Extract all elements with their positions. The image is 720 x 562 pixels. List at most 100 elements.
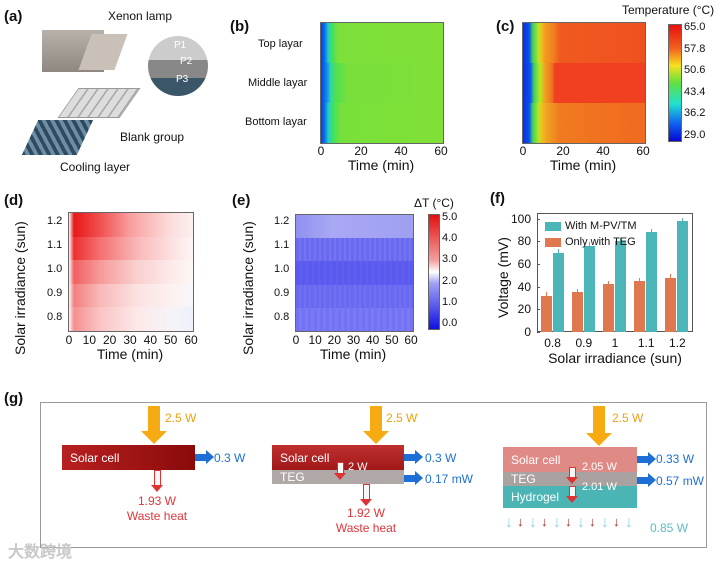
output-arrow-icon: [637, 473, 656, 487]
transfer-power-label: 2.01 W: [582, 481, 617, 493]
y-tick-label: 36.2: [684, 107, 706, 120]
heatmap-e: [295, 214, 414, 332]
output-arrow-icon: [637, 452, 656, 466]
waste-heat-label: Waste heat: [126, 509, 188, 523]
bar-teg: [603, 284, 614, 332]
cooling-layer-image: [21, 120, 94, 155]
vapor-arrow-icon: ↓: [553, 514, 561, 531]
error-bar: [620, 237, 621, 242]
error-bar: [557, 249, 559, 253]
y-tick-label: 29.0: [684, 129, 706, 141]
teg-power-label: 0.57 mW: [656, 474, 705, 488]
legend-label: With M-PV/TM: [565, 220, 637, 232]
vapor-arrow-icon: ↓: [601, 514, 609, 531]
input-power-label: 2.5 W: [612, 411, 644, 425]
x-tick-label: 10: [82, 333, 97, 347]
x-tick-label: 20: [354, 144, 368, 158]
x-tick-label: 40: [596, 144, 610, 158]
energy-flow-diagram: [40, 402, 707, 548]
y-tick-label: 60: [517, 257, 531, 271]
y-tick-label: 57.8: [684, 42, 706, 55]
y-tick-label: 0.8: [274, 311, 290, 323]
heat-arrow-icon: ↓: [589, 514, 596, 529]
y-tick-label: 0.0: [442, 317, 458, 329]
output-power-label: 0.3 W: [425, 451, 457, 465]
x-tick-label: 30: [123, 333, 137, 347]
bar-mpvtm: [615, 241, 626, 332]
y-tick-label: 3.0: [442, 253, 458, 266]
x-tick-label: 1.2: [669, 336, 686, 350]
y-tick-label: 2.0: [442, 274, 458, 287]
y-tick-label: 0: [524, 325, 531, 339]
error-bar: [588, 242, 590, 246]
output-arrow-icon: [404, 450, 423, 464]
colorbar-c: [668, 24, 682, 142]
bar-mpvtm: [646, 232, 658, 332]
vapor-arrow-icon: ↓: [625, 514, 633, 531]
y-tick-label: 0.8: [47, 311, 63, 323]
solar-cell-block: Solar cell: [62, 445, 195, 470]
y-tick-label: 50.6: [684, 64, 706, 77]
xenon-lamp-label: Xenon lamp: [108, 9, 173, 23]
teg-power-label: 0.17 mW: [425, 472, 474, 486]
waste-heat-value: 1.92 W: [346, 506, 386, 520]
evaporation-power-label: 0.85 W: [650, 521, 689, 535]
x-tick-label: 40: [365, 333, 380, 347]
legend-swatch: [545, 222, 561, 231]
y-tick-label: 43.4: [684, 85, 706, 98]
legend-swatch: [545, 238, 561, 247]
y-tick-mark: [537, 218, 540, 220]
y-tick-label: 1.0: [442, 295, 458, 308]
error-bar: [682, 217, 684, 221]
panel-e-label: (e): [232, 192, 251, 209]
vapor-arrow-icon: ↓: [577, 514, 585, 531]
x-tick-label: 20: [102, 333, 117, 347]
y-tick-label: 4.0: [442, 232, 458, 245]
panel-a-label: (a): [4, 8, 23, 25]
x-tick-label: 0: [519, 144, 527, 158]
x-tick-label: 1: [611, 336, 619, 350]
input-power-label: 2.5 W: [386, 411, 418, 425]
y-tick-label: 1.0: [274, 263, 290, 275]
x-tick-label: 60: [434, 144, 448, 158]
y-tick-mark: [537, 309, 540, 311]
colorbar-title-e: ΔT (°C): [414, 196, 454, 210]
heat-arrow-icon: [566, 486, 578, 503]
heat-arrow-icon: ↓: [517, 514, 524, 529]
legend-label: Only with TEG: [565, 236, 636, 248]
y-tick-mark: [537, 332, 540, 333]
x-tick-label: 40: [143, 333, 158, 347]
x-tick-label: 50: [163, 333, 178, 347]
x-axis-label-d: Time (min): [96, 346, 164, 362]
y-tick-mark: [537, 264, 540, 265]
y-tick-label: 1.2: [274, 215, 290, 227]
output-arrow-icon: [404, 471, 423, 485]
panel-g-label: (g): [4, 390, 24, 407]
y-tick-label: 1.2: [47, 215, 63, 227]
bar-teg: [634, 281, 646, 332]
x-axis-label-b: Time (min): [347, 157, 415, 173]
heat-arrow-icon: [334, 462, 346, 480]
waste-heat-label: Waste heat: [335, 521, 397, 535]
row-label-top: Top layar: [258, 38, 303, 50]
x-axis-label-f: Solar irradiance (sun): [548, 350, 682, 366]
y-tick-label: 1.1: [274, 239, 290, 251]
thermocouple-closeup: P1 P2 P3: [148, 36, 208, 96]
cooling-layer-label: Cooling layer: [60, 160, 131, 174]
x-tick-label: 0: [65, 333, 73, 347]
y-axis-label-d: Solar irradiance (sun): [12, 221, 28, 355]
bar-mpvtm: [583, 245, 595, 332]
heat-arrow-icon: [566, 467, 578, 484]
colorbar-e: [428, 214, 440, 330]
y-tick-label: 40: [517, 279, 531, 294]
output-power-label: 0.3 W: [214, 451, 246, 465]
x-axis-label-c: Time (min): [549, 157, 617, 173]
output-power-label: 0.33 W: [656, 452, 695, 466]
heat-arrow-icon: ↓: [565, 514, 572, 529]
panel-f-label: (f): [490, 190, 505, 207]
heat-arrow-icon: [360, 484, 372, 506]
y-tick-mark: [537, 286, 540, 288]
heatmap-c: [522, 22, 646, 144]
solar-input-arrow-icon: [586, 406, 612, 446]
